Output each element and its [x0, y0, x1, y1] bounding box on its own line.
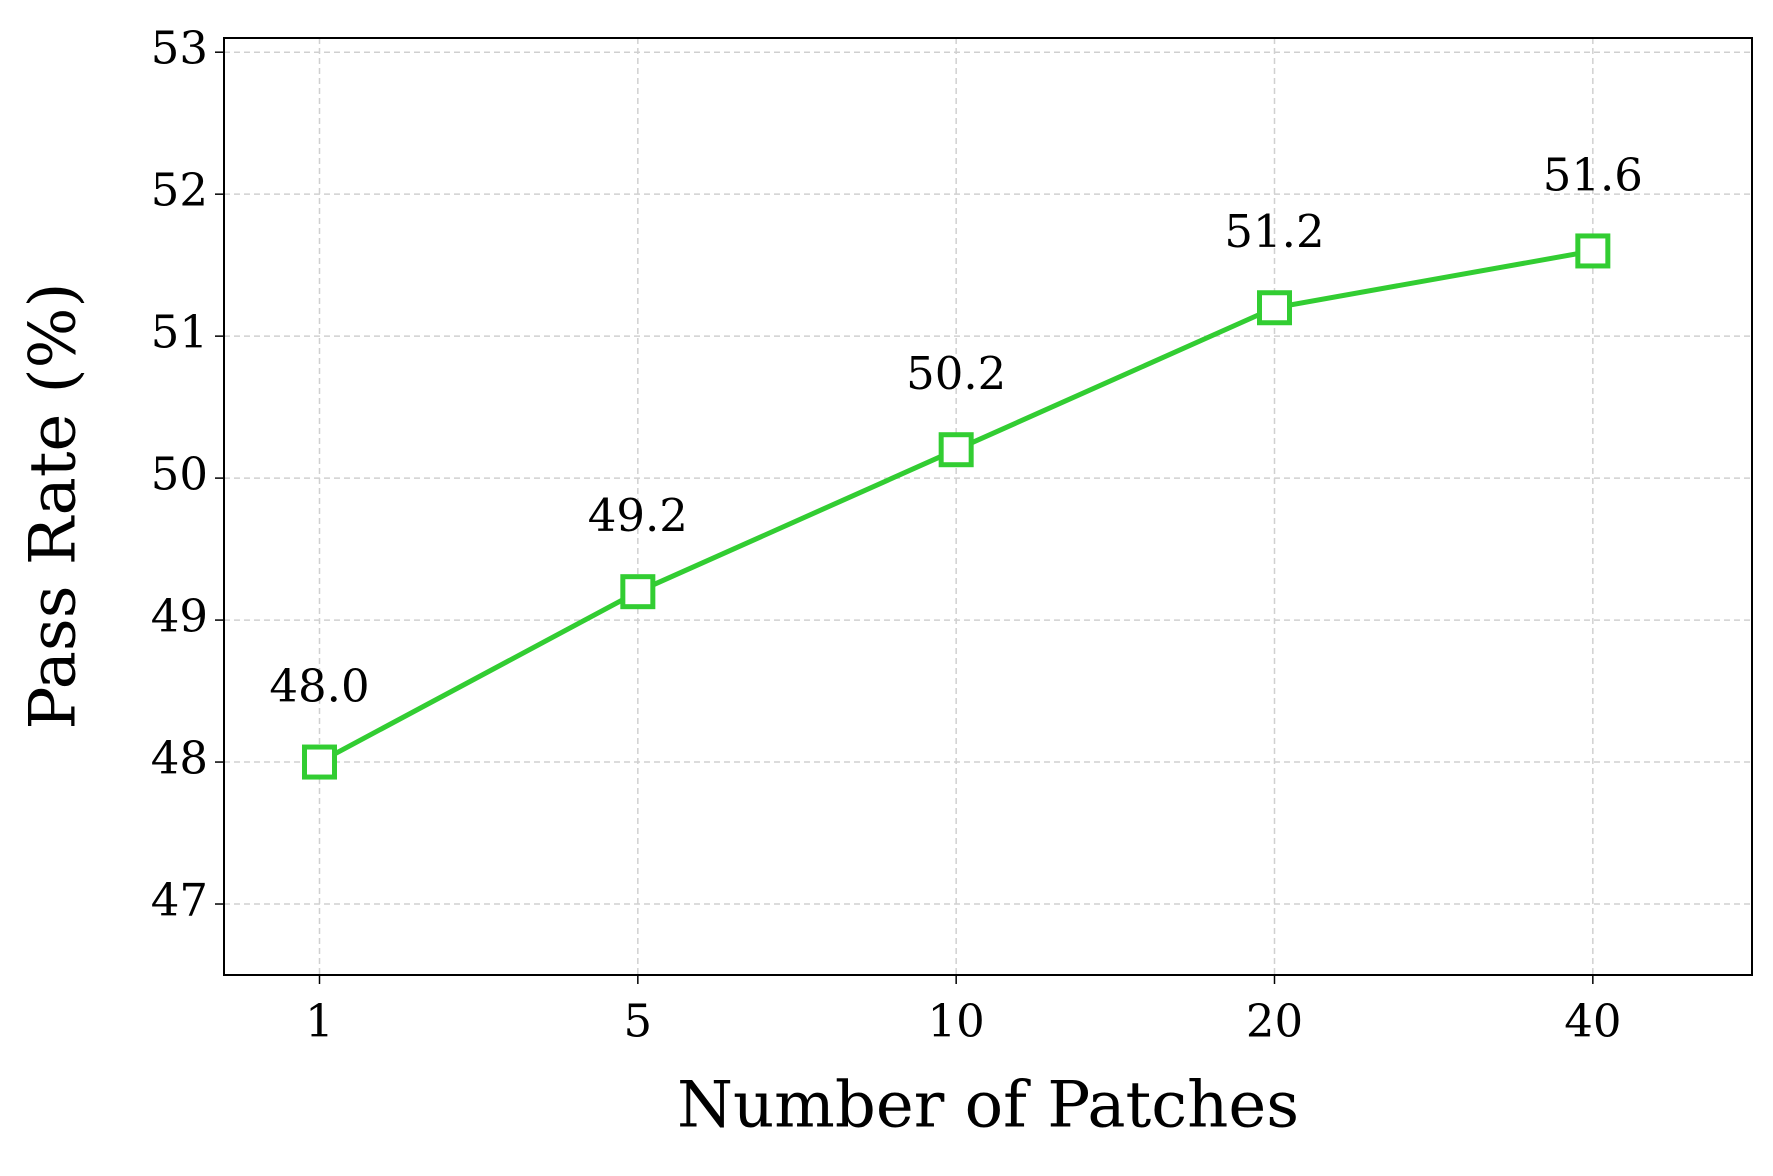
data-point [1575, 233, 1611, 269]
data-point [620, 574, 656, 610]
y-tick-label: 52 [151, 164, 208, 217]
x-tick-label: 10 [928, 995, 985, 1048]
y-tick-label: 47 [151, 874, 208, 927]
x-tick-label: 1 [305, 995, 334, 1048]
y-tick-label: 51 [151, 306, 208, 359]
x-tick-label: 40 [1564, 995, 1621, 1048]
y-tick-label: 48 [151, 732, 208, 785]
y-tick-label: 50 [151, 448, 208, 501]
y-tick-label: 53 [151, 22, 208, 75]
x-tick-label: 5 [624, 995, 653, 1048]
y-tick-label: 49 [151, 590, 208, 643]
x-tick-label: 20 [1246, 995, 1303, 1048]
data-point [1257, 290, 1292, 326]
data-point [302, 744, 337, 780]
data-label: 48.0 [269, 660, 369, 713]
y-axis-label: Pass Rate (%) [17, 283, 91, 730]
data-label: 49.2 [588, 489, 688, 542]
data-point [938, 432, 974, 468]
data-label: 50.2 [906, 347, 1006, 400]
x-axis-label: Number of Patches [677, 1069, 1299, 1143]
data-label: 51.2 [1224, 205, 1324, 258]
data-line [318, 248, 1594, 765]
data-label: 51.6 [1543, 148, 1643, 201]
plot-frame [223, 37, 1753, 976]
